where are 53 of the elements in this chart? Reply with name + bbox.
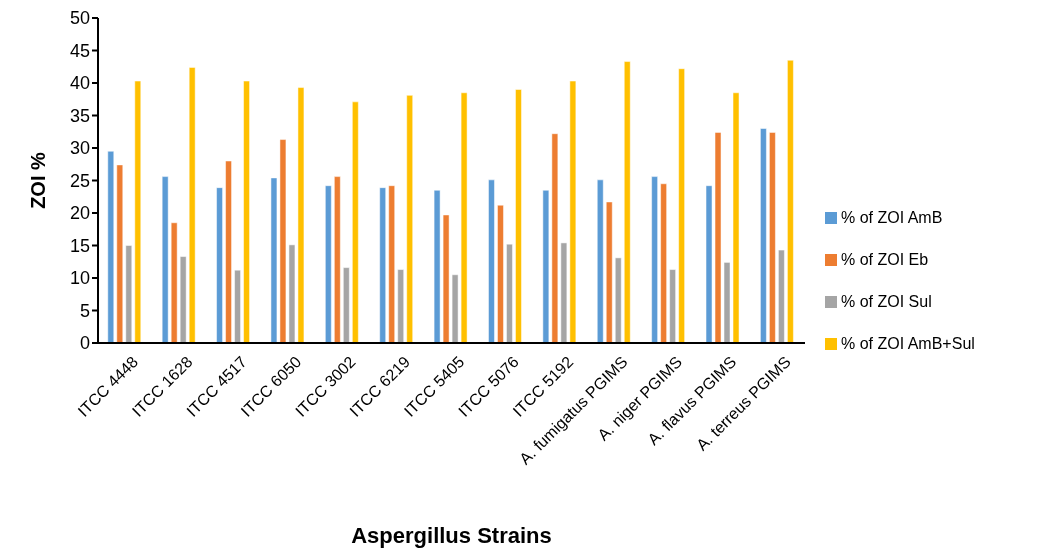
bar (225, 160, 232, 343)
y-axis-title: ZOI % (27, 151, 50, 209)
y-tick-label: 45 (69, 40, 90, 61)
bar (787, 60, 794, 343)
bar (769, 132, 776, 343)
bar (515, 89, 522, 343)
bar (188, 67, 196, 343)
bar (179, 256, 187, 343)
bar (624, 61, 631, 343)
y-tick-label: 20 (69, 203, 90, 224)
bar (216, 187, 223, 343)
y-tick-label: 40 (69, 73, 90, 94)
legend-label: % of ZOI AmB+Sul (841, 334, 975, 352)
y-tick-label: 35 (69, 105, 90, 126)
y-tick-label: 50 (69, 8, 90, 29)
bar (134, 80, 142, 343)
y-tick-label: 10 (69, 268, 90, 289)
bar (116, 164, 124, 343)
bar (488, 179, 495, 343)
bar (651, 176, 658, 343)
bar (669, 269, 676, 343)
bar (170, 222, 178, 343)
bar (615, 257, 622, 343)
bar (678, 68, 685, 343)
bar (352, 101, 359, 343)
bar (234, 269, 241, 343)
bar (125, 245, 133, 343)
bar (243, 80, 250, 343)
legend-label: % of ZOI Sul (841, 292, 932, 310)
bar (497, 204, 504, 343)
bar (107, 151, 115, 343)
bar (388, 185, 395, 343)
y-tick-label: 30 (69, 138, 90, 159)
bar (325, 185, 332, 343)
y-tick-label: 5 (79, 300, 90, 321)
legend-label: % of ZOI Eb (841, 250, 929, 268)
x-axis-title: Aspergillus Strains (351, 523, 552, 548)
bar (161, 176, 169, 343)
bar (397, 269, 404, 343)
y-tick-label: 15 (69, 235, 90, 256)
bar (606, 201, 613, 343)
bar (760, 128, 767, 343)
y-tick-label: 0 (79, 333, 90, 354)
bar (379, 187, 386, 343)
legend-label: % of ZOI AmB (841, 208, 943, 226)
bar (343, 267, 350, 343)
bar (406, 95, 413, 343)
bar (506, 243, 513, 343)
bar (660, 183, 667, 343)
bar (334, 176, 341, 343)
y-tick-label: 25 (69, 170, 90, 191)
bar (778, 249, 785, 343)
bar (597, 179, 604, 343)
